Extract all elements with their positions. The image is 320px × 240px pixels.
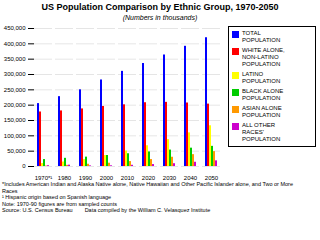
svg-text:100,000: 100,000	[4, 133, 26, 139]
html-text:LATINO POPULATION: LATINO POPULATION	[242, 71, 281, 84]
svg-text:2030: 2030	[163, 175, 177, 180]
svg-text:200,000: 200,000	[4, 102, 26, 108]
html-text:Note: 1970-90 figures are from: Note: 1970-90 figures are from sampled c…	[2, 200, 117, 207]
html-text:*Includes American Indian and: *Includes American Indian and Alaska Nat…	[2, 181, 293, 194]
html-text:TOTAL POPULATION: TOTAL POPULATION	[242, 30, 281, 43]
html-text:Source: U.S. Census Bureau: Source: U.S. Census Bureau	[2, 207, 73, 213]
svg-text:350,000: 350,000	[4, 56, 26, 62]
svg-text:450,000: 450,000	[4, 25, 26, 31]
html-text:BLACK ALONE POPULATION: BLACK ALONE POPULATION	[242, 88, 284, 101]
svg-text:1990: 1990	[79, 175, 93, 180]
html-text:ALL OTHER RACES' POPULATION: ALL OTHER RACES' POPULATION	[242, 122, 281, 142]
html-text:ASIAN ALONE POPULATION: ASIAN ALONE POPULATION	[242, 105, 282, 118]
html-text:US Population Comparison by Et: US Population Comparison by Ethnic Group…	[41, 2, 279, 12]
svg-text:2020: 2020	[142, 175, 156, 180]
html-text:¹ Hispanic origin based on Spa: ¹ Hispanic origin based on Spanish langu…	[2, 194, 112, 200]
svg-text:2040: 2040	[184, 175, 198, 180]
html-text:Data compiled by the William C: Data compiled by the William C. Velasque…	[84, 207, 211, 213]
svg-text:150,000: 150,000	[4, 117, 26, 123]
svg-text:400,000: 400,000	[4, 41, 26, 47]
svg-text:300,000: 300,000	[4, 71, 26, 77]
svg-text:1980: 1980	[58, 175, 72, 180]
html-text:WHITE ALONE, NON-LATINO POPULA: WHITE ALONE, NON-LATINO POPULATION	[242, 47, 285, 67]
svg-text:0: 0	[22, 163, 26, 169]
svg-text:250,000: 250,000	[4, 87, 26, 93]
svg-text:2000: 2000	[100, 175, 114, 180]
svg-text:50,000: 50,000	[7, 148, 26, 154]
html-text:(Numbers in thousands): (Numbers in thousands)	[122, 14, 198, 21]
svg-text:2010: 2010	[121, 175, 135, 180]
svg-text:2050: 2050	[205, 175, 219, 180]
svg-text:1970*¹: 1970*¹	[35, 175, 53, 180]
